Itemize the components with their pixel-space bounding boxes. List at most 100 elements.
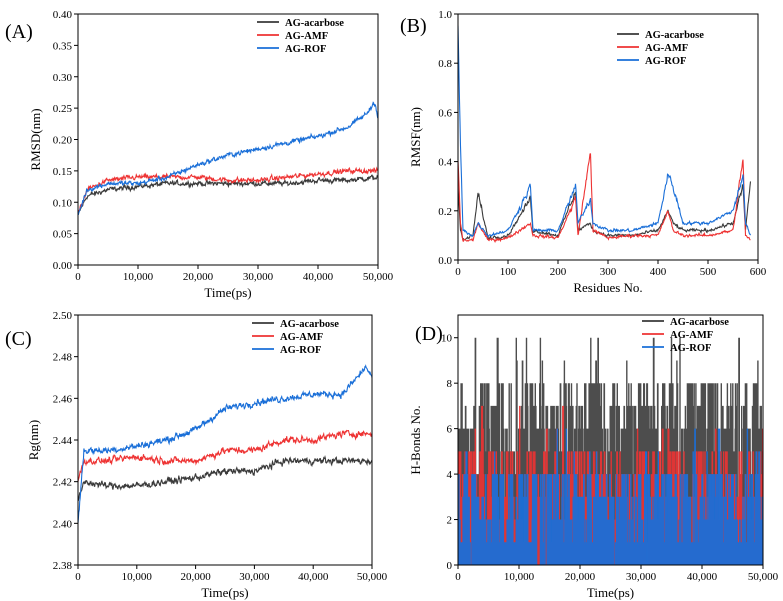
legend-label: AG-ROF <box>280 345 321 356</box>
legend-label: AG-ROF <box>285 44 326 55</box>
y-tick-label: 0.0 <box>438 255 452 267</box>
x-tick-label: 0 <box>455 266 461 278</box>
x-tick-label: 50,000 <box>363 271 394 283</box>
panel-label: (C) <box>5 328 32 350</box>
y-tick-label: 0.40 <box>53 9 73 21</box>
y-tick-label: 2.42 <box>53 477 72 489</box>
x-tick-label: 500 <box>700 266 717 278</box>
x-tick-label: 30,000 <box>243 271 274 283</box>
legend-label: AG-AMF <box>280 332 323 343</box>
y-tick-label: 0 <box>447 560 453 572</box>
y-tick-label: 0.05 <box>53 229 73 241</box>
x-tick-label: 40,000 <box>303 271 334 283</box>
x-axis-label: Time(ps) <box>201 585 248 600</box>
x-tick-label: 10,000 <box>504 571 535 583</box>
x-tick-label: 30,000 <box>239 571 270 583</box>
x-tick-label: 20,000 <box>180 571 211 583</box>
x-tick-label: 300 <box>600 266 617 278</box>
x-axis-label: Time(ps) <box>204 285 251 300</box>
y-tick-label: 2.48 <box>53 352 73 364</box>
x-tick-label: 200 <box>550 266 567 278</box>
plot-area <box>78 101 378 216</box>
legend-label: AG-acarbose <box>670 317 729 328</box>
y-tick-label: 2.46 <box>53 393 73 405</box>
x-tick-label: 10,000 <box>123 271 154 283</box>
series-line-ag-rof <box>78 101 378 216</box>
series-bars-ag-rof <box>458 428 763 565</box>
y-tick-label: 0.15 <box>53 166 73 178</box>
x-tick-label: 100 <box>500 266 517 278</box>
x-tick-label: 400 <box>650 266 667 278</box>
y-tick-label: 0.6 <box>438 107 452 119</box>
y-tick-label: 0.00 <box>53 260 73 272</box>
y-tick-label: 2 <box>447 515 453 527</box>
legend-label: AG-acarbose <box>645 30 704 41</box>
x-tick-label: 50,000 <box>357 571 388 583</box>
legend-label: AG-acarbose <box>280 319 339 330</box>
legend-label: AG-AMF <box>285 31 328 42</box>
y-tick-label: 0.30 <box>53 72 73 84</box>
y-tick-label: 2.40 <box>53 518 73 530</box>
legend-label: AG-ROF <box>670 343 711 354</box>
y-tick-label: 1.0 <box>438 9 452 21</box>
y-tick-label: 0.10 <box>53 197 73 209</box>
y-tick-label: 0.25 <box>53 103 73 115</box>
y-tick-label: 6 <box>447 424 453 436</box>
panel-label: (B) <box>400 15 427 37</box>
x-tick-label: 0 <box>75 271 81 283</box>
series-line-ag-acarbose <box>458 181 752 242</box>
y-tick-label: 4 <box>447 469 453 481</box>
y-axis-label: RMSD(nm) <box>28 108 43 170</box>
series-line-ag-rof <box>458 25 752 238</box>
legend-label: AG-ROF <box>645 56 686 67</box>
plot-frame <box>457 314 764 566</box>
panel-label: (A) <box>5 21 33 43</box>
plot-frame <box>77 13 379 266</box>
series-line-ag-rof <box>78 364 372 524</box>
y-tick-label: 8 <box>447 378 453 390</box>
y-axis-label: Rg(nm) <box>26 420 41 460</box>
y-axis-label: RMSF(nm) <box>408 107 423 167</box>
x-tick-label: 0 <box>455 571 461 583</box>
legend-label: AG-acarbose <box>285 18 344 29</box>
y-tick-label: 2.50 <box>53 310 73 322</box>
x-tick-label: 40,000 <box>687 571 718 583</box>
x-axis-label: Residues No. <box>573 280 642 295</box>
y-tick-label: 0.20 <box>53 135 73 147</box>
y-tick-label: 2.38 <box>53 560 73 572</box>
series-line-ag-acarbose <box>78 174 378 215</box>
chart-panel-d: (D) 0 10,000 20,000 30,000 40,000 50,000 0 2 4 6 8 1… <box>408 314 779 600</box>
x-tick-label: 600 <box>750 266 767 278</box>
plot-area <box>458 25 752 244</box>
x-tick-label: 20,000 <box>183 271 214 283</box>
y-tick-label: 0.8 <box>438 58 452 70</box>
series-line-ag-amf <box>458 153 751 244</box>
series-line-ag-amf <box>78 166 378 214</box>
series-line-ag-amf <box>78 429 372 482</box>
chart-panel-b: (B) 0 100 200 300 400 500 600 0.0 0.2 0.4 0.6 0.8 1.0… <box>400 9 767 295</box>
x-tick-label: 0 <box>75 571 81 583</box>
plot-area <box>458 337 763 565</box>
x-tick-label: 40,000 <box>298 571 329 583</box>
x-tick-label: 30,000 <box>626 571 657 583</box>
x-axis-label: Time(ps) <box>587 585 634 600</box>
x-tick-label: 50,000 <box>748 571 779 583</box>
legend-label: AG-AMF <box>670 330 713 341</box>
x-tick-label: 10,000 <box>122 571 153 583</box>
plot-frame <box>77 314 373 566</box>
y-tick-label: 0.4 <box>438 157 452 169</box>
y-tick-label: 0.35 <box>53 40 73 52</box>
chart-panel-a: (A) 0 10,000 20,000 30,000 40,000 50,000 0.00 0.… <box>5 9 394 300</box>
legend-label: AG-AMF <box>645 43 688 54</box>
panel-label: (D) <box>415 323 443 345</box>
y-tick-label: 0.2 <box>438 206 452 218</box>
chart-panel-c: (C) 0 10,000 20,000 30,000 40,000 50,000 2.38 2.… <box>5 310 388 600</box>
y-tick-label: 2.44 <box>53 435 73 447</box>
y-axis-label: H-Bonds No. <box>408 405 423 474</box>
x-tick-label: 20,000 <box>565 571 596 583</box>
series-line-ag-acarbose <box>78 455 372 502</box>
y-tick-label: 10 <box>441 333 453 345</box>
plot-area <box>78 364 372 524</box>
plot-frame <box>457 13 759 261</box>
